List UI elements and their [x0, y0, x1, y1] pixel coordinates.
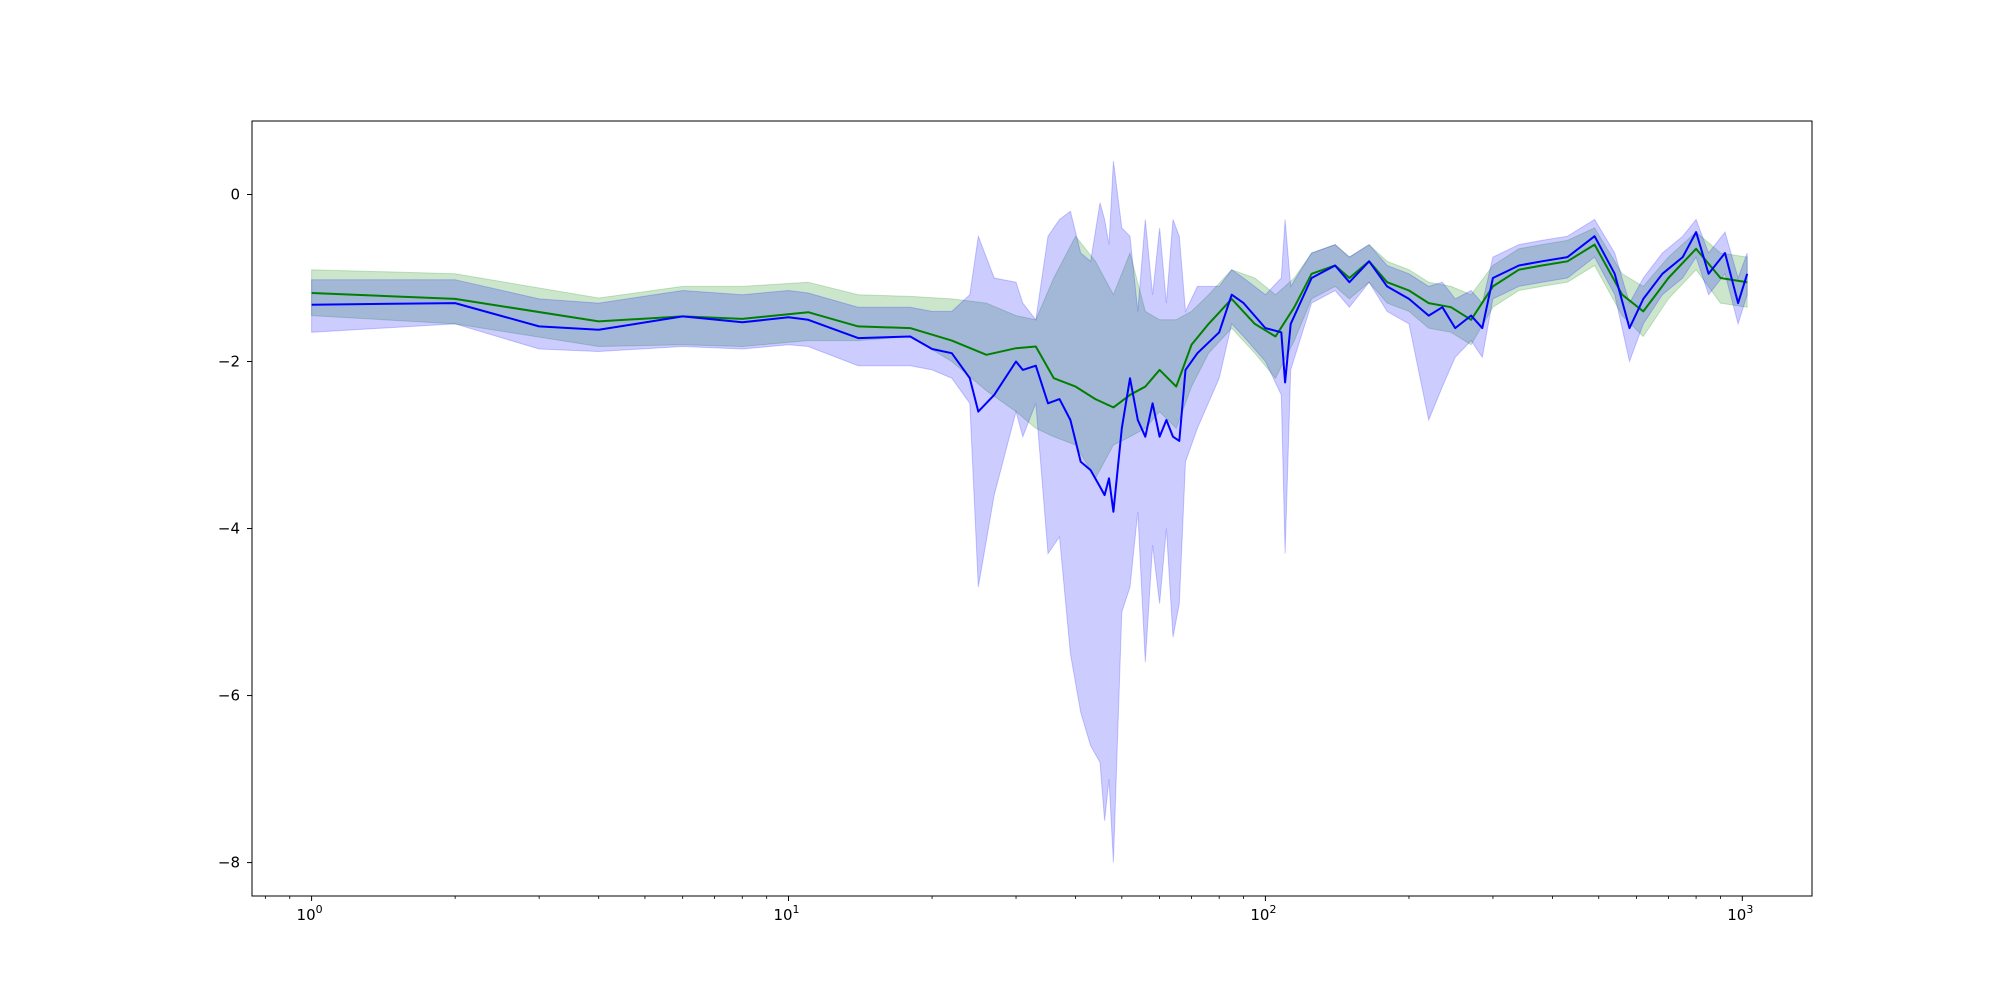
- y-tick-label: −6: [218, 687, 240, 705]
- y-tick-label: −2: [218, 353, 240, 371]
- band-series-1: [311, 227, 1748, 480]
- y-axis: 0 −2 −4 −6 −8: [218, 185, 252, 872]
- x-tick-label: 101: [773, 903, 799, 924]
- line-series-1: [311, 243, 1748, 409]
- y-tick-label: 0: [230, 185, 240, 203]
- confidence-bands: [311, 161, 1748, 863]
- series-lines: [311, 231, 1749, 513]
- y-tick-label: −8: [218, 854, 240, 872]
- x-axis: 100 101 102 103: [264, 896, 1753, 924]
- band-series-2: [311, 161, 1748, 863]
- x-tick-label: 103: [1727, 903, 1753, 924]
- line-series-2: [311, 231, 1749, 513]
- y-tick-label: −4: [218, 520, 240, 538]
- x-tick-label: 102: [1250, 903, 1276, 924]
- x-tick-label: 100: [297, 903, 323, 924]
- plot-frame: [251, 120, 1813, 897]
